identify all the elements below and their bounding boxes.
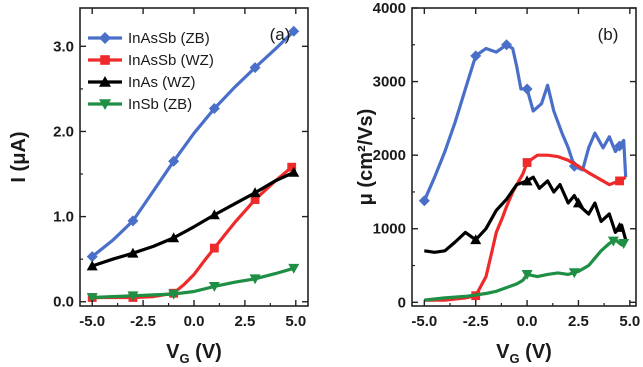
x-axis-label: VG (V) (496, 341, 552, 366)
data-point (86, 260, 98, 271)
data-point (470, 234, 482, 245)
x-tick-label: 5.0 (619, 313, 640, 330)
x-tick-label: -2.5 (130, 313, 156, 330)
data-point (209, 243, 219, 253)
legend-label: InAs (WZ) (128, 74, 196, 91)
series-insb-zb (86, 263, 300, 303)
data-point (288, 25, 300, 37)
data-point (208, 282, 220, 292)
panel-tag: (a) (270, 25, 291, 44)
legend-label: InAsSb (ZB) (128, 30, 210, 47)
legend-marker (99, 32, 111, 44)
y-tick-label: 0 (398, 294, 406, 311)
series-line (92, 266, 297, 300)
y-tick-label: 4000 (373, 0, 406, 17)
x-tick-label: 2.5 (568, 313, 589, 330)
legend-item: InAsSb (ZB) (88, 30, 210, 47)
y-tick-label: 1.0 (53, 209, 74, 226)
series-inas-wz (86, 166, 300, 271)
y-axis-label: I (μA) (8, 131, 30, 182)
data-point (572, 197, 584, 208)
x-tick-label: -5.0 (79, 313, 105, 330)
data-point (522, 158, 532, 167)
legend-label: InAsSb (WZ) (128, 52, 214, 69)
data-point (418, 195, 430, 207)
legend-item: InSb (ZB) (88, 96, 192, 113)
series-line (424, 175, 628, 254)
y-tick-label: 2.0 (53, 123, 74, 140)
data-point (86, 293, 98, 303)
y-tick-label: 2000 (373, 147, 406, 164)
x-tick-label: 2.5 (234, 313, 255, 330)
data-point (249, 274, 261, 285)
y-tick-label: 0.0 (53, 294, 74, 311)
legend-marker (100, 55, 110, 65)
data-point (521, 269, 533, 280)
legend-marker (99, 99, 111, 110)
series-line (424, 153, 627, 302)
legend-item: InAsSb (WZ) (88, 52, 214, 69)
x-tick-label: 5.0 (285, 313, 306, 330)
data-point (615, 176, 624, 186)
plot-frame (411, 7, 637, 307)
series-line (91, 28, 297, 258)
data-point (618, 239, 630, 249)
legend: InAsSb (ZB) InAsSb (WZ) InAs (WZ) InSb (ZB) (88, 30, 214, 113)
legend-item: InAs (WZ) (88, 74, 196, 91)
data-point (127, 215, 139, 227)
y-tick-label: 1000 (373, 221, 406, 238)
data-point (287, 162, 297, 172)
data-point (501, 39, 513, 51)
data-point (614, 140, 626, 152)
data-point (127, 247, 139, 258)
data-point (288, 263, 300, 274)
series-inassb-zb (86, 25, 300, 263)
series-inassb-zb (418, 39, 628, 207)
y-tick-label: 3000 (373, 74, 406, 91)
data-point (208, 102, 220, 114)
panel-tag: (b) (598, 25, 619, 44)
series-line (422, 43, 628, 202)
data-point (607, 236, 619, 247)
data-point (168, 289, 180, 300)
data-point (168, 155, 180, 167)
series-line (424, 238, 627, 302)
data-point (288, 166, 300, 177)
data-point (521, 83, 533, 95)
legend-marker (99, 76, 111, 87)
data-point (127, 291, 139, 302)
x-tick-label: 0.0 (517, 313, 538, 330)
data-point (568, 268, 580, 279)
data-point (249, 62, 261, 74)
data-point (168, 232, 180, 243)
legend-label: InSb (ZB) (128, 96, 192, 113)
data-point (250, 195, 260, 204)
x-tick-label: -5.0 (411, 313, 437, 330)
data-point (86, 251, 98, 263)
panel-b: -5.0 -2.5 0.0 2.5 5.0 0 1000 2000 3000 4000 (b) VG … (355, 0, 640, 366)
data-point (521, 175, 533, 186)
x-tick-label: -2.5 (463, 313, 489, 330)
data-point (208, 209, 220, 220)
x-axis-label: VG (V) (166, 341, 222, 366)
panel-a: -5.0 -2.5 0.0 2.5 5.0 0.0 1.0 2.0 3.0 (a) VG (V) I … (8, 7, 309, 366)
series-insb-zb (424, 236, 630, 302)
data-point (249, 187, 261, 198)
series-line (91, 170, 297, 268)
y-tick-label: 3.0 (53, 38, 74, 55)
y-axis-label: μ (cm²/Vs) (355, 109, 377, 206)
series-inas-wz (424, 175, 628, 254)
x-tick-label: 0.0 (184, 313, 205, 330)
data-point (614, 222, 626, 232)
data-point (470, 50, 482, 62)
